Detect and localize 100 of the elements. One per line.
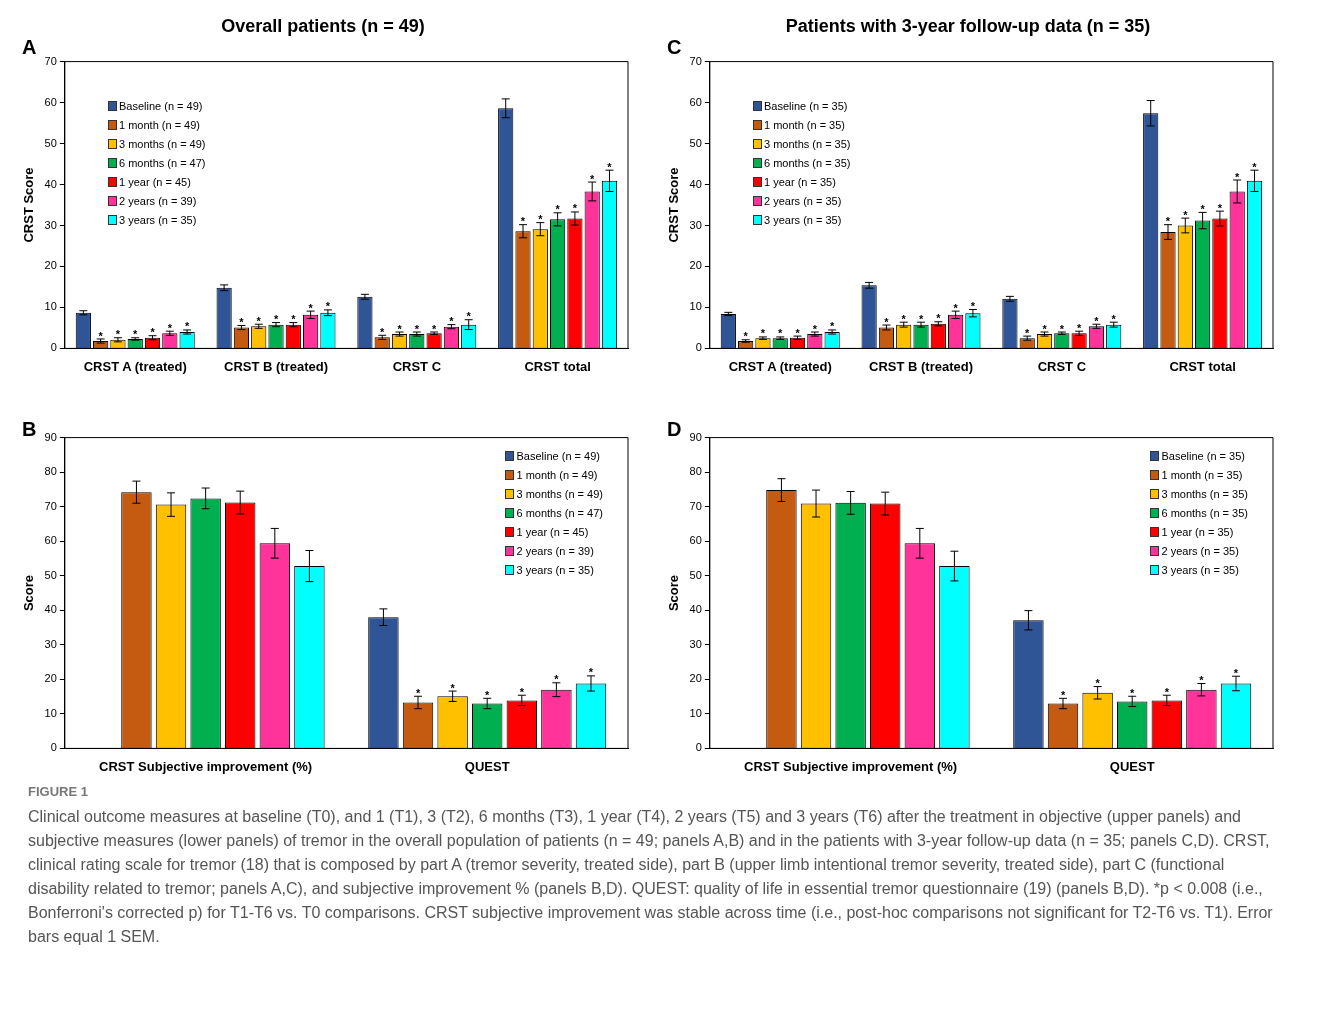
chart-title: Patients with 3-year follow-up data (n = 35) [785, 15, 1151, 36]
data-label: * [167, 321, 173, 334]
y-tick-label: 40 [689, 177, 702, 190]
data-label: * [519, 685, 525, 698]
data-label: * [485, 688, 491, 701]
data-label: * [538, 213, 544, 226]
x-tick-label: CRST total [524, 358, 591, 374]
data-label: * [1111, 312, 1117, 325]
y-axis-title: CRST Score [21, 167, 37, 243]
data-label: * [291, 313, 297, 326]
data-label: * [415, 686, 421, 699]
data-label: * [397, 322, 403, 335]
y-tick-label: 60 [689, 95, 702, 108]
y-tick-label: 10 [689, 300, 702, 313]
y-tick-label: 20 [689, 672, 702, 685]
data-label: * [572, 202, 578, 215]
legend-label: Baseline (n = 49) [516, 449, 600, 462]
data-label: * [98, 329, 104, 342]
legend-label: 3 years (n = 35) [516, 563, 594, 576]
legend-label: 6 months (n = 35) [764, 156, 851, 169]
x-tick-label: CRST B (treated) [869, 358, 974, 374]
x-tick-label: CRST total [1169, 358, 1236, 374]
data-label: * [1252, 160, 1258, 173]
y-tick-label: 30 [44, 637, 57, 650]
legend-label: 2 years (n = 35) [764, 194, 842, 207]
x-tick-label: CRST Subjective improvement (%) [744, 758, 958, 774]
y-tick-label: 30 [689, 218, 702, 231]
y-tick-label: 0 [50, 341, 57, 354]
legend-label: 2 years (n = 39) [119, 194, 197, 207]
y-tick-label: 20 [689, 259, 702, 272]
legend-label: 3 years (n = 35) [1161, 563, 1239, 576]
y-axis-title: CRST Score [666, 167, 682, 243]
data-label: * [1094, 314, 1100, 327]
data-label: * [449, 315, 455, 328]
y-tick-label: 30 [689, 637, 702, 650]
legend-label: 1 year (n = 45) [516, 525, 589, 538]
data-label: * [1183, 208, 1189, 221]
legend-label: 3 months (n = 49) [119, 137, 206, 150]
legend-label: 1 year (n = 45) [119, 175, 191, 188]
data-label: * [325, 300, 331, 313]
text: C [667, 36, 682, 59]
data-label: * [1025, 326, 1031, 339]
y-tick-label: 90 [44, 430, 57, 443]
y-tick-label: 20 [44, 672, 57, 685]
legend-label: 1 month (n = 35) [764, 118, 846, 131]
legend-label: Baseline (n = 49) [119, 99, 203, 112]
data-label: * [414, 322, 420, 335]
y-tick-label: 40 [44, 603, 57, 616]
legend-label: 2 years (n = 35) [1161, 544, 1239, 557]
y-tick-label: 60 [44, 95, 57, 108]
text: Clinical outcome measures at baseline (T0), and 1 (T1), 3 (T2), 6 months (T3), 1 year (T4), 2 years (T5) and 3 years (T6) after the treatment in objective (upper panels) and subjective measures (lower panels) of tremor in the overall population of patients (n = 49; panels A,B) and in the patients with 3-year follow-up data (n = 35; panels C,D). CRST, clinical rating scale for tremor (18) that is composed by part A (tremor severity, treated side), part B (upper limb intentional tremor severity, treated side), part C (functional disability related to tremor; panels A,C), and subjective improvement % (panels B,D). QUEST: quality of life in essential tremor questionnaire (19) (panels B,D). *p < 0.008 (i.e., Bonferroni's corrected p) for T1-T6 vs. T0 comparisons. CRST subjective improvement was stable across time (i.e., post-hoc comparisons not significant for T2-T6 vs. T1). Error bars equal 1 SEM. [28, 807, 1274, 947]
y-tick-label: 50 [689, 568, 702, 581]
legend-label: 2 years (n = 39) [516, 544, 594, 557]
caption: FIGURE 1 [28, 784, 89, 799]
data-label: * [308, 301, 314, 314]
legend-label: Baseline (n = 35) [764, 99, 848, 112]
legend-label: 6 months (n = 47) [516, 506, 603, 519]
y-tick-label: 70 [689, 499, 702, 512]
y-axis-title: Score [21, 574, 37, 612]
y-tick-label: 60 [689, 534, 702, 547]
data-label: * [743, 330, 749, 343]
y-tick-label: 50 [44, 568, 57, 581]
data-label: * [380, 325, 386, 338]
data-label: * [1095, 677, 1101, 690]
data-label: * [1235, 170, 1241, 183]
y-tick-label: 40 [689, 603, 702, 616]
y-tick-label: 70 [689, 54, 702, 67]
legend-label: 6 months (n = 35) [1161, 506, 1248, 519]
data-label: * [554, 673, 560, 686]
data-label: * [812, 322, 818, 335]
x-tick-label: CRST C [392, 358, 442, 374]
legend-label: Baseline (n = 35) [1161, 449, 1245, 462]
data-label: * [901, 312, 907, 325]
legend-label: 6 months (n = 47) [119, 156, 206, 169]
data-label: * [184, 320, 190, 333]
data-label: * [795, 326, 801, 339]
y-tick-label: 0 [695, 741, 702, 754]
data-label: * [778, 327, 784, 340]
y-tick-label: 80 [44, 465, 57, 478]
y-tick-label: 40 [44, 177, 57, 190]
text: B [22, 418, 37, 441]
y-tick-label: 50 [689, 136, 702, 149]
data-label: * [590, 172, 596, 185]
x-tick-label: QUEST [1109, 758, 1155, 774]
legend-label: 3 years (n = 35) [764, 213, 842, 226]
data-label: * [1060, 688, 1066, 701]
data-label: * [1233, 666, 1239, 679]
data-label: * [760, 327, 766, 340]
y-tick-label: 30 [44, 218, 57, 231]
y-tick-label: 60 [44, 534, 57, 547]
x-tick-label: CRST A (treated) [83, 358, 187, 374]
data-label: * [1164, 685, 1170, 698]
data-label: * [1130, 686, 1136, 699]
legend-label: 3 months (n = 49) [516, 487, 603, 500]
y-tick-label: 20 [44, 259, 57, 272]
y-tick-label: 70 [44, 54, 57, 67]
y-tick-label: 10 [689, 706, 702, 719]
x-tick-label: CRST A (treated) [728, 358, 832, 374]
data-label: * [431, 322, 437, 335]
data-label: * [953, 301, 959, 314]
